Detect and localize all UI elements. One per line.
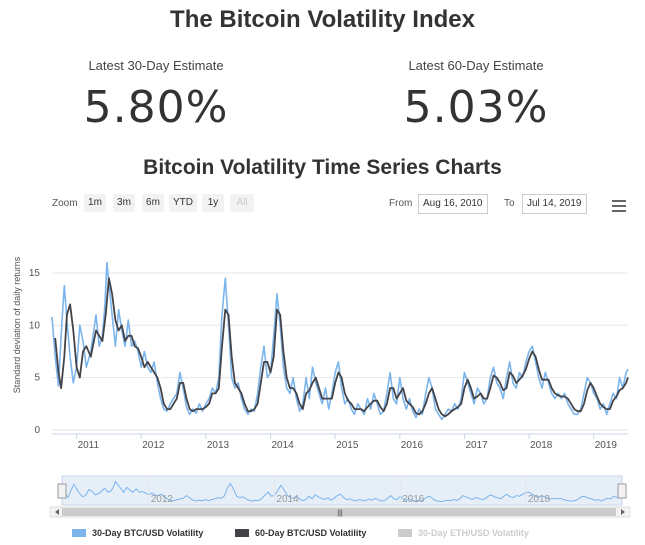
estimate-30-label: Latest 30-Day Estimate	[88, 58, 224, 73]
legend-30day-eth[interactable]: 30-Day ETH/USD Volatility	[398, 528, 529, 538]
x-tick-label: 2015	[336, 440, 359, 451]
x-tick-label: 2018	[530, 440, 553, 451]
x-tick-label: 2012	[142, 440, 165, 451]
legend-swatch-60day	[235, 529, 249, 537]
legend-label-30day: 30-Day BTC/USD Volatility	[92, 528, 204, 538]
series-line-30day	[51, 261, 629, 421]
navigator: 2012 2014 2016 2018 |||	[49, 475, 631, 518]
legend-swatch-30day	[72, 529, 86, 537]
navigator-series-line	[61, 480, 623, 503]
estimate-60-label: Latest 60-Day Estimate	[408, 58, 544, 73]
x-tick-label: 2016	[401, 440, 424, 451]
navigator-tick-label: 2018	[528, 494, 551, 505]
menu-icon[interactable]	[612, 200, 626, 212]
series-line-60day	[54, 277, 629, 418]
legend-label-eth: 30-Day ETH/USD Volatility	[418, 528, 529, 538]
legend-label-60day: 60-Day BTC/USD Volatility	[255, 528, 367, 538]
to-label: To	[504, 198, 515, 209]
scroll-right-icon	[621, 509, 625, 515]
y-tick-label: 5	[34, 373, 40, 384]
legend-60day-btc[interactable]: 60-Day BTC/USD Volatility	[235, 528, 366, 538]
scrollbar-thumb[interactable]	[62, 508, 616, 516]
x-tick-label: 2019	[595, 440, 618, 451]
navigator-handle[interactable]	[617, 483, 627, 499]
zoom-3m-button[interactable]: 3m	[113, 194, 135, 212]
series-layer	[51, 261, 629, 421]
navigator-tick-label: 2012	[151, 494, 174, 505]
zoom-1m-button[interactable]: 1m	[84, 194, 106, 212]
x-tick-label: 2017	[465, 440, 488, 451]
zoom-ytd-button[interactable]: YTD	[169, 194, 197, 212]
legend-swatch-eth	[398, 529, 412, 537]
to-date-input[interactable]: Jul 14, 2019	[522, 194, 587, 214]
zoom-6m-button[interactable]: 6m	[142, 194, 164, 212]
charts-subtitle: Bitcoin Volatility Time Series Charts	[143, 156, 502, 179]
navigator-tick-label: 2014	[276, 494, 299, 505]
x-tick-labels: 2011 2012 2013 2014 2015 2016 2017 2018 2019	[78, 440, 618, 451]
navigator-handle[interactable]	[57, 483, 67, 499]
zoom-label: Zoom	[52, 198, 78, 209]
y-tick-label: 10	[29, 320, 41, 331]
y-tick-label: 15	[29, 268, 41, 279]
y-tick-label: 0	[34, 425, 40, 436]
legend-30day-btc[interactable]: 30-Day BTC/USD Volatility	[72, 528, 203, 538]
estimate-60-value: 5.03%	[403, 82, 549, 133]
from-date-input[interactable]: Aug 16, 2010	[418, 194, 488, 214]
zoom-1y-button[interactable]: 1y	[202, 194, 224, 212]
from-label: From	[389, 198, 413, 209]
navigator-tick-label: 2016	[402, 494, 425, 505]
estimate-30-value: 5.80%	[83, 82, 229, 133]
scroll-left-icon	[55, 509, 59, 515]
page-title: The Bitcoin Volatility Index	[170, 6, 475, 33]
x-tick-label: 2014	[272, 440, 295, 451]
x-tick-label: 2011	[78, 440, 100, 451]
y-tick-labels: 0 5 10 15	[29, 268, 41, 436]
navigator-window	[61, 475, 623, 506]
scrollbar-grip-icon: |||	[337, 510, 343, 517]
x-tick-label: 2013	[207, 440, 230, 451]
zoom-all-button[interactable]: All	[230, 194, 254, 212]
